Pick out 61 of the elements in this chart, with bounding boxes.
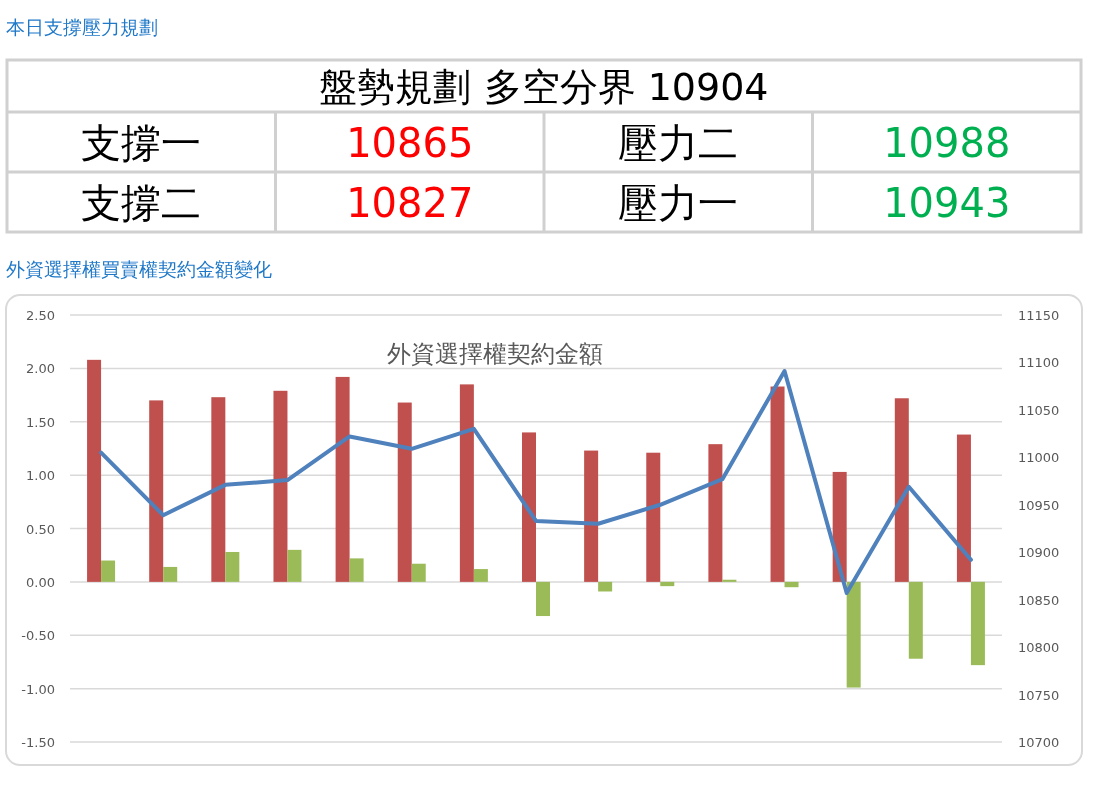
text: 盤勢規劃 多空分界 10904 (319, 65, 769, 109)
y-tick-label: -1.50 (21, 735, 55, 750)
bar (397, 402, 412, 582)
text: 10988 (883, 120, 1011, 166)
y2-tick-label: 10800 (1018, 640, 1060, 656)
text: 壓力一 (618, 180, 739, 226)
y-tick-label: 1.50 (26, 414, 55, 430)
line-series (99, 368, 973, 596)
text: 10943 (883, 180, 1011, 226)
y-tick-label: -0.50 (21, 628, 55, 644)
bar (708, 444, 723, 582)
bar (459, 384, 474, 582)
y2-tick-label: 11100 (1018, 355, 1060, 371)
y2-tick-label: 10900 (1018, 545, 1060, 561)
bar (211, 397, 226, 582)
y-tick-label: 2.00 (26, 361, 55, 377)
y-tick-label: 0.50 (26, 521, 55, 537)
y2-tick-label: 10950 (1018, 497, 1060, 513)
text: 外資選擇權契約金額 (387, 340, 603, 368)
y2-tick-label: 11050 (1018, 402, 1060, 418)
bar (287, 549, 302, 582)
bar (335, 376, 350, 582)
bar (473, 569, 488, 582)
bar (598, 581, 613, 592)
bar (770, 386, 785, 582)
y2-tick-label: 11150 (1018, 308, 1060, 323)
bar (163, 566, 178, 582)
bar (646, 452, 661, 582)
text: 外資選擇權買賣權契約金額變化 (6, 258, 272, 280)
text: 10865 (346, 120, 474, 166)
bar (894, 398, 909, 582)
bar (956, 434, 971, 582)
y-tick-label: -1.00 (21, 681, 55, 697)
y-tick-label: 2.50 (26, 308, 55, 323)
bar (149, 400, 164, 582)
text: 支撐二 (81, 180, 202, 226)
text: 10827 (346, 180, 474, 226)
bar (784, 581, 799, 588)
bar (970, 581, 985, 666)
bar (536, 581, 550, 617)
y2-tick-label: 10700 (1018, 735, 1060, 750)
bar (101, 560, 116, 582)
y2-tick-label: 10750 (1018, 687, 1060, 703)
y2-tick-label: 10850 (1018, 592, 1060, 608)
bar (908, 581, 923, 659)
bar (722, 579, 737, 582)
bar (584, 450, 599, 582)
bar (225, 551, 240, 582)
y-tick-label: 1.00 (26, 468, 55, 484)
bar (522, 432, 536, 582)
bar (349, 558, 364, 582)
bar (87, 359, 102, 582)
y2-tick-label: 11000 (1018, 450, 1060, 466)
bar (846, 581, 861, 688)
y-tick-label: 0.00 (26, 574, 55, 590)
bar (411, 563, 426, 582)
bar (273, 390, 288, 582)
text: 本日支撐壓力規劃 (6, 16, 158, 38)
text: 壓力二 (618, 120, 739, 166)
bar (660, 581, 675, 587)
text: 支撐一 (81, 120, 202, 166)
